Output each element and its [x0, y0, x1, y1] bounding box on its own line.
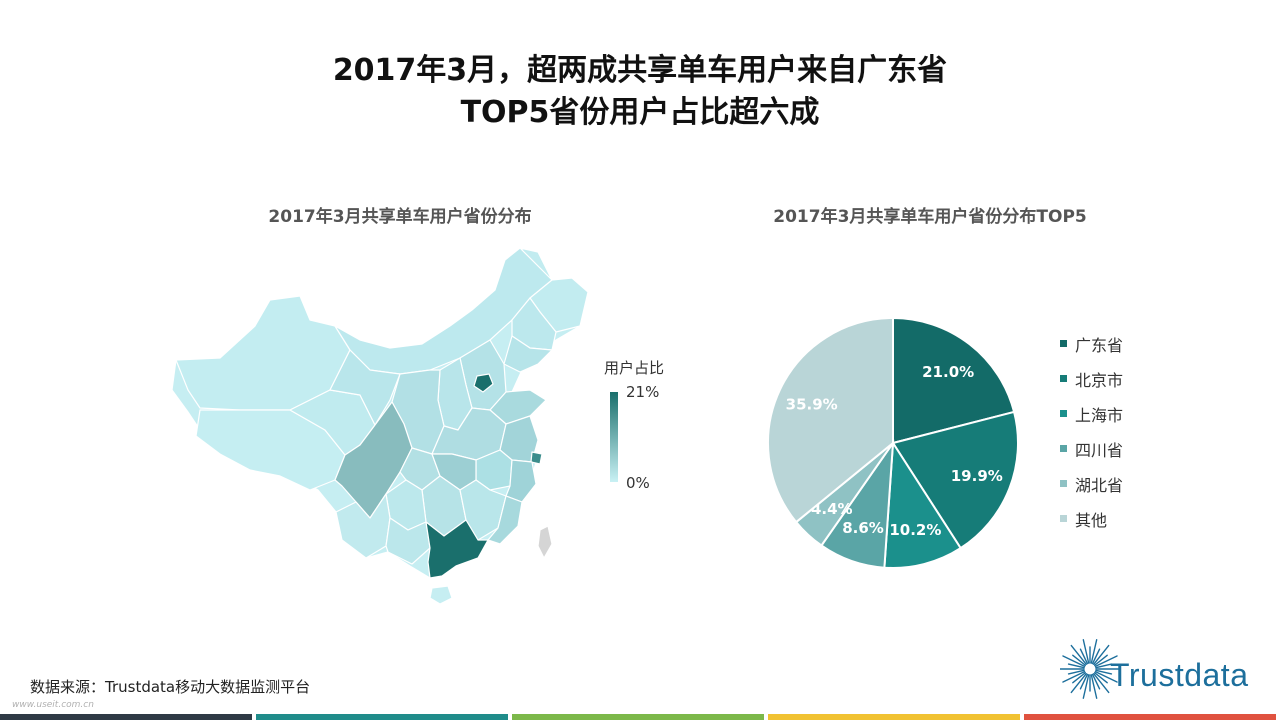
- legend-swatch: [1060, 410, 1067, 417]
- trustdata-logo-text: Trustdata: [1110, 657, 1249, 693]
- pie-data-label-1: 21.0%: [922, 363, 974, 381]
- pie-legend-item: 广东省: [1060, 326, 1123, 361]
- pie-data-label-5: 4.4%: [811, 500, 853, 518]
- pie-legend-item: 湖北省: [1060, 466, 1123, 501]
- footer-segment: [512, 714, 764, 720]
- legend-label: 上海市: [1075, 405, 1124, 425]
- province-guangdong: [425, 519, 489, 579]
- map-legend-title: 用户占比: [604, 359, 665, 377]
- footer-segment: [1024, 714, 1276, 720]
- legend-swatch: [1060, 375, 1067, 382]
- trustdata-logo-icon: [1060, 639, 1121, 699]
- province-heilongjiang: [519, 247, 589, 333]
- data-source: 数据来源：Trustdata移动大数据监测平台: [30, 678, 311, 696]
- legend-label: 湖北省: [1075, 475, 1124, 495]
- pie-legend-item: 北京市: [1060, 361, 1123, 396]
- title-line-1: 2017年3月，超两成共享单车用户来自广东省: [332, 53, 948, 88]
- china-province-map: [171, 247, 589, 605]
- footer-segment: [0, 714, 252, 720]
- legend-swatch: [1060, 515, 1067, 522]
- pie-chart: 21.0% 19.9% 10.2% 8.6%4.4% 35.9%: [767, 316, 1019, 569]
- province-taiwan: [537, 525, 553, 559]
- legend-label: 四川省: [1075, 440, 1124, 460]
- page-title: 2017年3月，超两成共享单车用户来自广东省 TOP5省份用户占比超六成: [0, 50, 1280, 134]
- legend-label: 其他: [1075, 510, 1108, 530]
- pie-slice-2: [891, 410, 1019, 550]
- pie-slice-1: [892, 316, 1016, 445]
- map-color-scale: [610, 392, 618, 482]
- province-beijing: [473, 373, 494, 393]
- legend-swatch: [1060, 340, 1067, 347]
- province-gansu: [329, 349, 401, 426]
- province-hainan: [429, 585, 453, 605]
- pie-data-label-3: 10.2%: [889, 521, 941, 539]
- legend-swatch: [1060, 480, 1067, 487]
- pie-slice-3: [883, 439, 963, 569]
- pie-slice-6: [767, 316, 894, 524]
- pie-data-label-4: 8.6%: [842, 519, 884, 537]
- map-scale-max: 21%: [626, 383, 660, 401]
- legend-swatch: [1060, 445, 1067, 452]
- province-tibet: [195, 409, 346, 491]
- map-scale-min: 0%: [626, 474, 650, 492]
- pie-legend-item: 上海市: [1060, 396, 1123, 431]
- legend-label: 北京市: [1075, 370, 1124, 390]
- legend-label: 广东省: [1075, 335, 1124, 355]
- pie-legend-item: 四川省: [1060, 431, 1123, 466]
- pie-chart-title: 2017年3月共享单车用户省份分布TOP5: [773, 207, 1087, 227]
- watermark: www.useit.com.cn: [12, 700, 94, 710]
- pie-legend: 广东省北京市上海市四川省湖北省其他: [1060, 326, 1123, 536]
- province-shanghai: [530, 451, 543, 465]
- pie-legend-item: 其他: [1060, 501, 1123, 536]
- province-guangxi: [385, 517, 431, 565]
- map-title: 2017年3月共享单车用户省份分布: [268, 207, 532, 227]
- pie-data-label-2: 19.9%: [951, 467, 1003, 485]
- province-fujian: [487, 495, 523, 545]
- pie-data-label-6: 35.9%: [786, 395, 838, 413]
- footer-segment: [256, 714, 508, 720]
- footer-segment: [768, 714, 1020, 720]
- title-line-2: TOP5省份用户占比超六成: [460, 95, 820, 130]
